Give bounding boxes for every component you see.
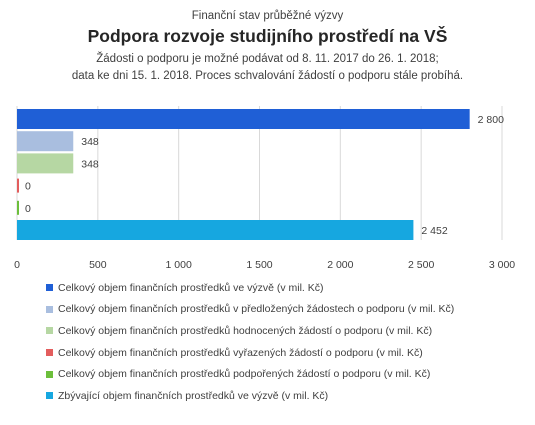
data-labels: 2 800 348 348 0 0 2 452 (25, 114, 504, 237)
x-tick-label: 0 (14, 259, 20, 271)
data-label: 2 452 (421, 225, 447, 237)
legend-label: Celkový objem finančních prostředků v př… (58, 303, 455, 316)
legend-item: Celkový objem finančních prostředků vyřa… (46, 342, 526, 364)
legend-item: Celkový objem finančních prostředků podp… (46, 363, 526, 385)
legend-label: Celkový objem finančních prostředků podp… (58, 368, 431, 381)
legend-swatch (46, 370, 53, 378)
data-label: 348 (81, 136, 99, 148)
data-label: 2 800 (478, 114, 504, 126)
legend-label: Celkový objem finančních prostředků vyřa… (58, 346, 423, 359)
legend-label: Celkový objem finančních prostředků hodn… (58, 324, 433, 337)
bar (17, 200, 19, 215)
legend-swatch (46, 284, 53, 292)
chart-title: Podpora rozvoje studijního prostředí na … (87, 26, 448, 46)
bar (17, 131, 74, 152)
x-tick-label: 2 500 (408, 259, 434, 271)
legend-item: Celkový objem finančních prostředků ve v… (46, 277, 526, 299)
chart-subtitle: Žádosti o podporu je možné podávat od 8.… (71, 53, 464, 82)
chart-pretitle: Finanční stav průběžné výzvy (191, 10, 344, 22)
x-axis: 0 500 1 000 1 500 2 000 2 500 3 000 (14, 259, 515, 271)
x-tick-label: 2 000 (327, 259, 353, 271)
x-tick-label: 500 (89, 259, 107, 271)
bars (17, 109, 470, 240)
data-label: 0 (25, 181, 31, 193)
legend-item: Celkový objem finančních prostředků v př… (46, 299, 526, 321)
x-tick-label: 1 000 (166, 259, 192, 271)
bar (17, 153, 74, 174)
data-label: 348 (81, 158, 99, 170)
bar (17, 220, 414, 240)
x-tick-label: 1 500 (246, 259, 272, 271)
legend-swatch (46, 305, 53, 313)
legend-item: Zbývající objem finančních prostředků ve… (46, 385, 526, 407)
legend-label: Zbývající objem finančních prostředků ve… (58, 389, 329, 402)
data-label: 0 (25, 203, 31, 215)
legend-label: Celkový objem finančních prostředků ve v… (58, 281, 324, 294)
bar (17, 178, 19, 193)
bar (17, 109, 470, 129)
legend-swatch (46, 392, 53, 400)
legend-swatch (46, 327, 53, 335)
legend-item: Celkový objem finančních prostředků hodn… (46, 320, 526, 342)
legend: Celkový objem finančních prostředků ve v… (46, 277, 526, 407)
legend-swatch (46, 349, 53, 357)
x-tick-label: 3 000 (489, 259, 515, 271)
